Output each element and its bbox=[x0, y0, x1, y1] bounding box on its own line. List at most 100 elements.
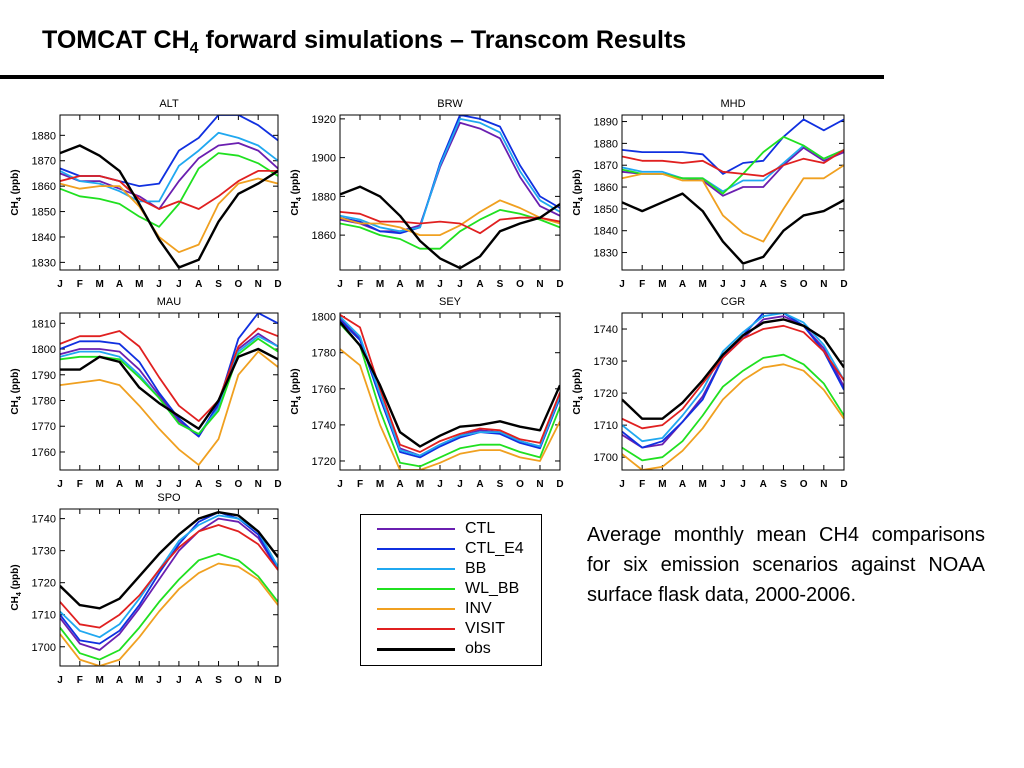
x-tick-label: O bbox=[516, 479, 524, 490]
legend-label: BB bbox=[465, 560, 487, 577]
y-axis-label-subscript: 4 bbox=[16, 197, 23, 201]
series-line-ctl-e4 bbox=[60, 511, 278, 645]
y-axis-label-main: CH bbox=[290, 201, 301, 215]
x-tick-label: F bbox=[357, 279, 363, 290]
series-line-visit bbox=[622, 324, 844, 430]
legend-label: INV bbox=[465, 600, 492, 617]
legend-item: CTL_E4 bbox=[361, 540, 541, 558]
chart-title: CGR bbox=[721, 296, 746, 308]
y-tick-label: 1870 bbox=[32, 156, 56, 168]
x-tick-label: A bbox=[476, 479, 483, 490]
series-line-wl-bb bbox=[340, 323, 560, 468]
x-tick-label: M bbox=[135, 675, 143, 686]
chart-title: SEY bbox=[439, 296, 462, 308]
title-divider bbox=[0, 75, 884, 79]
series-line-inv bbox=[622, 164, 844, 243]
x-tick-label: A bbox=[760, 279, 767, 290]
x-tick-label: M bbox=[135, 279, 143, 290]
y-tick-label: 1700 bbox=[32, 642, 56, 654]
x-tick-label: J bbox=[437, 479, 443, 490]
legend-swatch bbox=[377, 648, 455, 651]
y-axis-label-unit: (ppb) bbox=[572, 368, 583, 396]
x-tick-label: M bbox=[699, 279, 707, 290]
chart-panel-alt: ALT CH4 (ppb) 1830 1840 1850 1860 1870 1880 J F M A… bbox=[10, 98, 282, 290]
legend-item: WL_BB bbox=[361, 580, 541, 598]
chart-panel-cgr: CGR CH4 (ppb) 1700 1710 1720 1730 1740 J F M A M J J A… bbox=[572, 296, 848, 490]
y-tick-label: 1780 bbox=[312, 348, 336, 360]
y-axis-label: CH4 (ppb) bbox=[290, 169, 303, 215]
y-tick-label: 1890 bbox=[594, 117, 618, 129]
y-axis-label-subscript: 4 bbox=[16, 396, 23, 400]
y-tick-label: 1720 bbox=[32, 578, 56, 590]
y-axis-label-main: CH bbox=[572, 400, 583, 414]
x-tick-label: F bbox=[639, 279, 645, 290]
x-tick-label: N bbox=[255, 675, 262, 686]
title-subscript: 4 bbox=[189, 40, 199, 57]
series-line-visit bbox=[60, 524, 278, 629]
y-axis-label-unit: (ppb) bbox=[10, 169, 21, 197]
y-tick-label: 1860 bbox=[32, 181, 56, 193]
legend-swatch bbox=[377, 628, 455, 630]
y-tick-label: 1730 bbox=[32, 546, 56, 558]
y-tick-label: 1810 bbox=[32, 318, 56, 330]
series-group bbox=[60, 313, 278, 466]
series-line-obs bbox=[340, 321, 560, 448]
x-tick-label: M bbox=[376, 479, 384, 490]
series-line-wl-bb bbox=[340, 208, 560, 250]
series-line-inv bbox=[340, 348, 560, 470]
x-tick-label: O bbox=[800, 479, 808, 490]
chart-panel-brw: BRW CH4 (ppb) 1860 1880 1900 1920 J F M A M J J A S O N D bbox=[290, 98, 564, 290]
series-group bbox=[622, 118, 844, 265]
plot-frame bbox=[59, 312, 279, 471]
chart-title: SPO bbox=[157, 492, 181, 504]
y-axis-label-subscript: 4 bbox=[296, 396, 303, 400]
x-tick-label: J bbox=[740, 279, 746, 290]
x-tick-label: S bbox=[215, 479, 222, 490]
x-tick-label: M bbox=[416, 479, 424, 490]
x-tick-label: F bbox=[77, 675, 83, 686]
series-line-obs bbox=[622, 318, 844, 420]
x-tick-label: J bbox=[156, 479, 162, 490]
x-tick-label: J bbox=[720, 279, 726, 290]
legend-label: CTL_E4 bbox=[465, 540, 524, 557]
chart-panel-mhd: MHD CH4 (ppb) 1830 1840 1850 1860 1870 1880 1890… bbox=[572, 98, 848, 290]
series-line-obs bbox=[60, 144, 278, 269]
x-tick-label: N bbox=[536, 279, 543, 290]
x-tick-label: J bbox=[720, 479, 726, 490]
x-tick-label: A bbox=[396, 479, 403, 490]
x-tick-label: D bbox=[556, 279, 563, 290]
x-tick-label: A bbox=[396, 279, 403, 290]
y-tick-label: 1740 bbox=[594, 324, 618, 336]
legend-swatch bbox=[377, 568, 455, 570]
series-group bbox=[60, 511, 278, 666]
y-tick-label: 1860 bbox=[594, 182, 618, 194]
y-tick-label: 1920 bbox=[312, 114, 336, 126]
x-tick-label: S bbox=[497, 479, 504, 490]
y-axis-label: CH4 (ppb) bbox=[290, 368, 303, 414]
legend-item: VISIT bbox=[361, 620, 541, 638]
x-tick-label: A bbox=[679, 479, 686, 490]
x-tick-label: J bbox=[57, 675, 63, 686]
series-line-bb bbox=[60, 335, 278, 435]
x-tick-label: D bbox=[274, 279, 281, 290]
chart-title: MHD bbox=[720, 98, 745, 110]
legend-item: INV bbox=[361, 600, 541, 618]
legend-swatch bbox=[377, 528, 455, 530]
title-main: TOMCAT CH bbox=[42, 26, 190, 54]
x-tick-label: O bbox=[234, 479, 242, 490]
chart-title: MAU bbox=[157, 296, 182, 308]
chart-title: ALT bbox=[159, 98, 179, 110]
x-tick-label: N bbox=[820, 479, 827, 490]
series-group bbox=[60, 115, 278, 269]
y-axis-label: CH4 (ppb) bbox=[10, 169, 23, 215]
y-axis-label-subscript: 4 bbox=[296, 197, 303, 201]
x-tick-label: N bbox=[255, 479, 262, 490]
x-tick-label: F bbox=[77, 279, 83, 290]
series-line-inv bbox=[622, 363, 844, 470]
x-tick-label: D bbox=[840, 479, 847, 490]
y-axis-label-main: CH bbox=[290, 400, 301, 414]
title-rest: forward simulations – Transcom Results bbox=[198, 26, 687, 54]
x-tick-label: A bbox=[760, 479, 767, 490]
y-axis-label-unit: (ppb) bbox=[10, 564, 21, 592]
x-tick-label: J bbox=[176, 675, 182, 686]
